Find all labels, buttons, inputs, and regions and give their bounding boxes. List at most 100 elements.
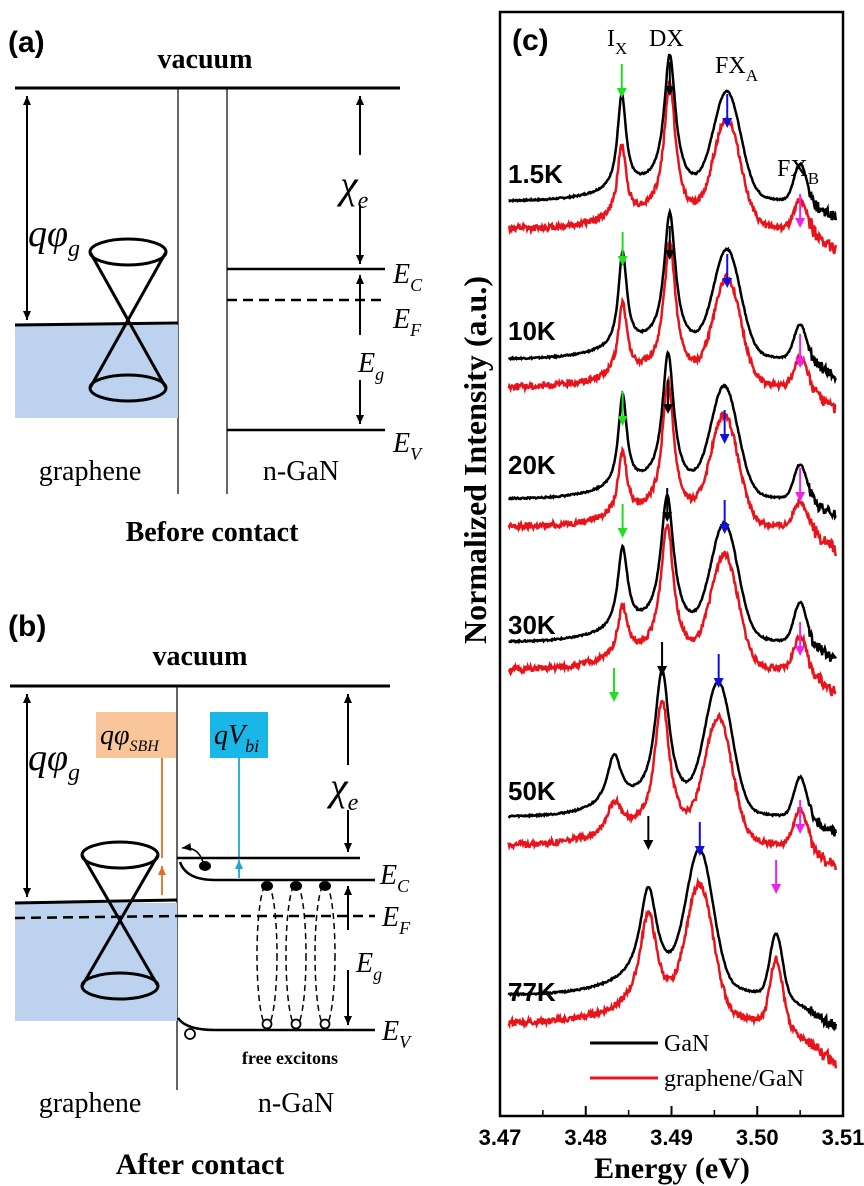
dirac-cone-icon bbox=[88, 237, 168, 403]
peak-arrowhead bbox=[722, 278, 733, 288]
spectrum-graphene-gan bbox=[507, 374, 838, 557]
peak-arrowhead bbox=[719, 524, 730, 534]
spectrum-gan bbox=[507, 848, 838, 1032]
spectrum-gan bbox=[507, 207, 837, 385]
peak-arrowhead bbox=[795, 824, 806, 834]
work-function-label-a: qφg bbox=[28, 213, 80, 262]
electron-dot bbox=[199, 861, 211, 871]
spectrum-gan bbox=[507, 350, 837, 521]
peak-arrowhead bbox=[664, 86, 675, 96]
legend-label-gan: GaN bbox=[664, 1031, 709, 1057]
vacuum-label-a: vacuum bbox=[158, 44, 253, 75]
vbi-box bbox=[210, 712, 268, 758]
graphene-fill-a bbox=[15, 325, 178, 418]
vacuum-label-b: vacuum bbox=[153, 641, 248, 672]
ec-label-b: EC bbox=[379, 860, 410, 896]
spectrum-graphene-gan bbox=[507, 699, 838, 871]
conduction-band-b bbox=[178, 861, 375, 882]
eg-label-a: Eg bbox=[357, 348, 384, 384]
y-axis-label: Normalized Intensity (a.u.) bbox=[457, 276, 493, 644]
eg-label-b: Eg bbox=[355, 948, 382, 984]
graphene-label-a: graphene bbox=[39, 456, 142, 487]
spectrum-gan bbox=[508, 493, 837, 662]
peak-arrowhead bbox=[663, 404, 674, 414]
peak-arrowhead bbox=[722, 118, 733, 128]
peak-arrowhead bbox=[617, 256, 628, 266]
peak-label: FXB bbox=[777, 156, 819, 188]
peak-arrowhead bbox=[795, 646, 806, 656]
temperature-label: 20K bbox=[508, 450, 556, 480]
free-excitons-label: free excitons bbox=[242, 1048, 338, 1068]
x-tick-label: 3.49 bbox=[650, 1125, 693, 1150]
dirac-cone-icon bbox=[80, 840, 160, 1001]
peak-arrowhead bbox=[617, 416, 628, 426]
ev-label-a: EV bbox=[392, 428, 423, 464]
peak-arrowhead bbox=[616, 88, 627, 98]
spectrum-graphene-gan bbox=[507, 78, 838, 255]
peak-label: DX bbox=[649, 26, 684, 52]
ef-label-a: EF bbox=[392, 304, 422, 340]
graphene-fermi-b bbox=[14, 898, 178, 905]
spectrum-graphene-gan bbox=[507, 523, 837, 697]
peak-label: FXA bbox=[715, 53, 759, 85]
panel-c-label: (c) bbox=[512, 24, 549, 57]
panel-a-label: (a) bbox=[8, 26, 45, 59]
panel-a: (a) vacuum qφg χe EC EF Eg EV graphene n… bbox=[8, 26, 423, 548]
graphene-fermi-a bbox=[14, 321, 179, 327]
peak-arrows bbox=[609, 62, 806, 894]
spectra-curves bbox=[507, 53, 838, 1069]
peak-label: IX bbox=[607, 26, 627, 58]
panel-c: (c) Normalized Intensity (a.u.) Energy (… bbox=[457, 10, 864, 1185]
caption-b: After contact bbox=[116, 1148, 285, 1181]
peak-arrowhead bbox=[617, 528, 628, 538]
ev-label-b: EV bbox=[381, 1016, 412, 1052]
vbi-label: qVbi bbox=[214, 720, 259, 756]
peak-arrowhead bbox=[694, 846, 705, 856]
temperature-label: 30K bbox=[508, 610, 556, 640]
peak-arrowhead bbox=[795, 218, 806, 228]
x-axis-label: Energy (eV) bbox=[594, 1152, 750, 1185]
x-tick-label: 3.50 bbox=[736, 1125, 779, 1150]
temperature-label: 77K bbox=[508, 977, 556, 1007]
sbh-box bbox=[96, 712, 176, 758]
peak-arrowhead bbox=[719, 434, 730, 444]
ngan-label-b: n-GaN bbox=[258, 1088, 334, 1119]
temperature-label: 50K bbox=[508, 776, 556, 806]
temperature-label: 10K bbox=[508, 316, 556, 346]
peak-arrowhead bbox=[795, 492, 806, 502]
caption-a: Before contact bbox=[126, 517, 300, 548]
peak-arrowhead bbox=[662, 512, 673, 522]
work-function-label-b: qφg bbox=[28, 737, 80, 786]
graphene-label-b: graphene bbox=[39, 1088, 142, 1119]
x-tick-label: 3.47 bbox=[479, 1125, 522, 1150]
peak-labels: IX DX FXA FXB bbox=[607, 26, 819, 188]
x-tick-label: 3.51 bbox=[822, 1125, 864, 1150]
ngan-label-a: n-GaN bbox=[263, 456, 339, 487]
ec-label-a: EC bbox=[392, 259, 423, 295]
panel-b-label: (b) bbox=[8, 610, 46, 643]
peak-arrowhead bbox=[643, 840, 654, 850]
spectrum-graphene-gan bbox=[507, 876, 838, 1069]
legend-label-graphene-gan: graphene/GaN bbox=[664, 1066, 804, 1092]
peak-arrowhead bbox=[664, 250, 675, 260]
temperature-labels: 1.5K 10K 20K 30K 50K 77K bbox=[508, 159, 563, 1007]
legend: GaN graphene/GaN bbox=[590, 1031, 804, 1092]
exciton-pairs bbox=[256, 881, 336, 1030]
affinity-label-b: χe bbox=[326, 764, 359, 816]
valence-band-b bbox=[176, 1017, 375, 1032]
spectrum-gan bbox=[507, 666, 838, 837]
sbh-label: qφSBH bbox=[100, 720, 160, 755]
peak-arrowhead bbox=[713, 678, 724, 688]
ef-label-b: EF bbox=[381, 902, 411, 938]
x-tick-label: 3.48 bbox=[564, 1125, 607, 1150]
x-axis-ticks: 3.47 3.48 3.49 3.50 3.51 bbox=[479, 1106, 864, 1150]
temperature-label: 1.5K bbox=[508, 159, 563, 189]
peak-arrowhead bbox=[771, 884, 782, 894]
peak-arrowhead bbox=[609, 692, 620, 702]
panel-b: (b) vacuum qφg qφSBH qVbi χe bbox=[8, 610, 412, 1181]
hole-dot bbox=[184, 1028, 196, 1040]
peak-arrowhead bbox=[657, 666, 668, 676]
peak-arrowhead bbox=[795, 358, 806, 368]
spectrum-gan bbox=[508, 53, 838, 221]
